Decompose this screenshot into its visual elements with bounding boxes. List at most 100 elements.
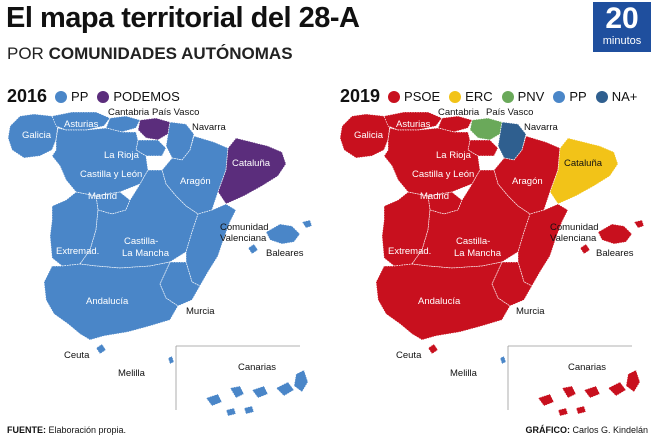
subtitle-bold: COMUNIDADES AUTÓNOMAS — [48, 44, 293, 63]
map-2016 — [7, 111, 313, 417]
labels-2016: Galicia Asturias Cantabria País Vasco Na… — [22, 107, 304, 379]
labels-2019: Galicia Asturias Cantabria País Vasco Na… — [354, 107, 634, 379]
region-murcia — [491, 261, 533, 307]
region-comunidad-valenciana — [517, 203, 569, 287]
region-cataluña — [549, 137, 619, 205]
label-murcia: Murcia — [186, 306, 215, 317]
label-pais-vasco: País Vasco — [486, 107, 533, 118]
legend-label: PP — [569, 89, 587, 104]
legend-item-na: NA+ — [595, 89, 637, 104]
legend-dot-pp — [55, 90, 68, 103]
legend-label: PSOE — [404, 89, 441, 104]
label-madrid: Madrid — [88, 191, 117, 202]
region-melilla — [167, 355, 175, 365]
label-la-rioja: La Rioja — [436, 150, 472, 161]
region-castilla-y-león — [383, 127, 481, 197]
subtitle-prefix: POR — [7, 44, 49, 63]
region-cataluña — [217, 137, 287, 205]
region-comunidad-valenciana — [185, 203, 237, 287]
label-baleares: Baleares — [266, 248, 304, 259]
label-pais-vasco: País Vasco — [152, 107, 199, 118]
label-navarra: Navarra — [192, 122, 227, 133]
label-aragon: Aragón — [512, 176, 543, 187]
region-aragón — [493, 135, 561, 215]
region-país-vasco — [469, 117, 503, 141]
region-baleares — [247, 219, 313, 255]
region-ceuta — [427, 343, 439, 355]
label-clm-2: La Mancha — [454, 248, 502, 259]
canarias-box-2016 — [175, 345, 300, 410]
legend-year: 2019 — [340, 86, 381, 106]
label-clm-2: La Mancha — [122, 248, 170, 259]
legend-item-pp: PP — [553, 89, 587, 104]
footer-source: FUENTE: Elaboración propia. — [7, 425, 126, 435]
legend-dot-psoe — [388, 90, 401, 103]
region-asturias — [383, 111, 443, 131]
legend-item-pp: PP — [55, 89, 88, 104]
label-aragon: Aragón — [180, 176, 211, 187]
label-valenciana-2: Valenciana — [550, 233, 597, 244]
label-valenciana-2: Valenciana — [220, 233, 267, 244]
region-castilla-y-león — [51, 127, 149, 197]
label-castilla-leon: Castilla y León — [412, 169, 474, 180]
label-galicia: Galicia — [22, 130, 52, 141]
label-cantabria: Cantabria — [438, 107, 480, 118]
region-asturias — [51, 111, 111, 131]
page-title: El mapa territorial del 28-A — [6, 2, 360, 34]
label-extremadura: Extremad. — [56, 246, 99, 257]
source-label: FUENTE: — [7, 425, 46, 435]
source-text: Elaboración propia. — [46, 425, 127, 435]
label-castilla-leon: Castilla y León — [80, 169, 142, 180]
legend-2019: 2019 PSOE ERC PNV PP NA+ — [340, 86, 646, 107]
region-andalucía — [375, 261, 511, 341]
label-canarias: Canarias — [238, 362, 276, 373]
region-canarias — [205, 369, 309, 417]
region-país-vasco — [137, 117, 171, 141]
label-baleares: Baleares — [596, 248, 634, 259]
label-ceuta: Ceuta — [396, 350, 422, 361]
label-galicia: Galicia — [354, 130, 384, 141]
legend-item-pnv: PNV — [501, 89, 545, 104]
label-asturias: Asturias — [396, 119, 431, 130]
label-andalucia: Andalucía — [86, 296, 129, 307]
logo-word: minutos — [602, 35, 642, 47]
legend-item-podemos: PODEMOS — [97, 89, 180, 104]
legend-label: PNV — [517, 89, 545, 104]
footer-graphic: GRÁFICO: Carlos G. Kindelán — [525, 425, 648, 435]
label-canarias: Canarias — [568, 362, 606, 373]
legend-label: ERC — [465, 89, 493, 104]
region-ceuta — [95, 343, 107, 355]
legend-dot-erc — [449, 90, 462, 103]
region-galicia — [339, 113, 391, 159]
legend-label: PP — [71, 89, 89, 104]
label-clm-1: Castilla- — [124, 236, 158, 247]
label-ceuta: Ceuta — [64, 350, 90, 361]
legend-2016: 2016 PP PODEMOS — [7, 86, 189, 107]
brand-logo: 20 minutos — [593, 2, 651, 52]
canarias-box-2019 — [507, 345, 632, 410]
region-galicia — [7, 113, 59, 159]
legend-year: 2016 — [7, 86, 48, 106]
map-2019 — [339, 111, 645, 417]
label-valenciana-1: Comunidad — [220, 222, 269, 233]
label-valenciana-1: Comunidad — [550, 222, 599, 233]
region-canarias — [537, 369, 641, 417]
graphic-label: GRÁFICO: — [525, 425, 570, 435]
region-melilla — [499, 355, 507, 365]
label-melilla: Melilla — [118, 368, 146, 379]
legend-dot-pnv — [501, 90, 514, 103]
label-cantabria: Cantabria — [108, 107, 150, 118]
legend-label: PODEMOS — [113, 89, 180, 104]
label-clm-1: Castilla- — [456, 236, 490, 247]
label-madrid: Madrid — [420, 191, 449, 202]
label-navarra: Navarra — [524, 122, 559, 133]
legend-dot-podemos — [97, 90, 110, 103]
label-asturias: Asturias — [64, 119, 99, 130]
region-andalucía — [43, 261, 179, 341]
region-baleares — [579, 219, 645, 255]
graphic-text: Carlos G. Kindelán — [569, 425, 648, 435]
logo-number: 20 — [605, 2, 639, 35]
label-cataluna: Cataluña — [232, 158, 271, 169]
label-andalucia: Andalucía — [418, 296, 461, 307]
